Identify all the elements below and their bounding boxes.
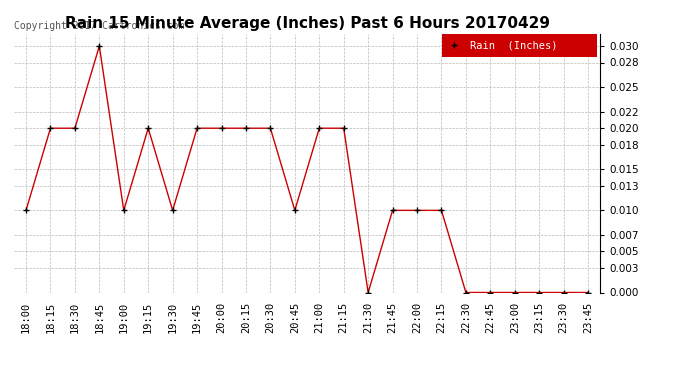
- Text: Copyright 2017 Cartronics.com: Copyright 2017 Cartronics.com: [14, 21, 184, 31]
- Title: Rain 15 Minute Average (Inches) Past 6 Hours 20170429: Rain 15 Minute Average (Inches) Past 6 H…: [65, 16, 549, 31]
